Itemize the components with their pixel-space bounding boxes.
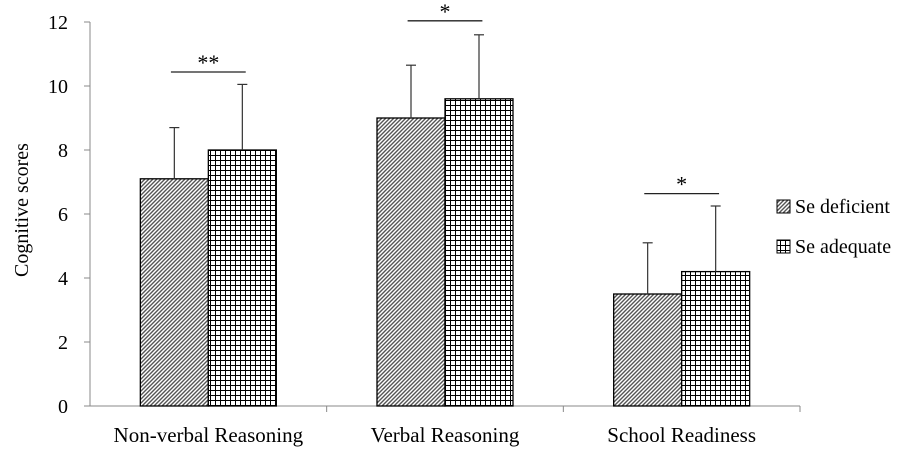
- bars: [139, 98, 751, 407]
- significance-label: *: [676, 172, 687, 197]
- category-labels: Non-verbal Reasoning Verbal Reasoning Scho…: [114, 423, 756, 447]
- bar: [376, 117, 446, 407]
- y-tick-label: 8: [58, 140, 68, 162]
- error-bars: [169, 34, 721, 294]
- x-tick-label: Non-verbal Reasoning: [114, 423, 304, 447]
- y-tick-label: 0: [58, 396, 68, 418]
- significance-markers: ****: [170, 0, 720, 197]
- bar: [681, 270, 751, 407]
- y-tick-label: 10: [48, 76, 68, 98]
- y-tick-label: 4: [58, 268, 68, 290]
- bar: [139, 178, 209, 407]
- legend-swatch: [776, 199, 791, 214]
- significance-label: **: [197, 50, 219, 75]
- bar: [613, 293, 683, 407]
- bar: [207, 149, 277, 407]
- legend-label: Se deficient: [795, 196, 890, 218]
- x-tick-label: Verbal Reasoning: [371, 423, 520, 447]
- legend: Se deficient Se adequate: [776, 196, 891, 258]
- bar: [444, 98, 514, 407]
- y-tick-label: 2: [58, 332, 68, 354]
- legend-label: Se adequate: [795, 236, 891, 258]
- y-tick-label: 12: [48, 12, 68, 34]
- y-tick-label: 6: [58, 204, 68, 226]
- significance-label: *: [440, 0, 451, 24]
- x-tick-label: School Readiness: [607, 423, 756, 447]
- y-axis-label: Cognitive scores: [11, 143, 33, 277]
- legend-swatch: [776, 239, 791, 254]
